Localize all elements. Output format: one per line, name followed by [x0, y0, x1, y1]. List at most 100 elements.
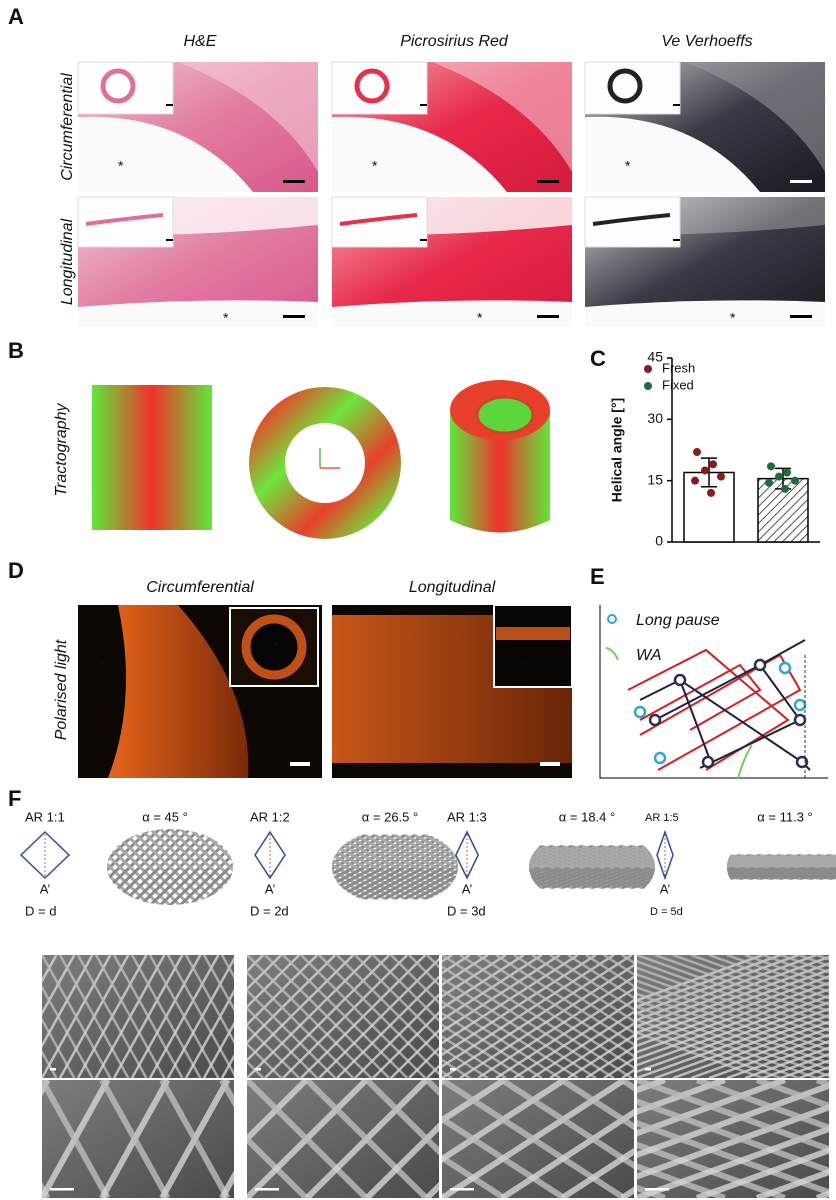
- fibre: [567, 1033, 634, 1078]
- fibre: [202, 1021, 234, 1078]
- navy-path: [639, 639, 811, 771]
- fibre: [318, 955, 439, 1076]
- fibre: [637, 960, 829, 1032]
- fibre: [247, 971, 355, 1078]
- fibre: [549, 955, 634, 1011]
- scale-bar: [790, 315, 812, 318]
- scale-bar: [50, 1068, 56, 1071]
- data-point: [701, 466, 709, 475]
- legend-pause: [607, 614, 617, 624]
- fibre: [408, 955, 439, 987]
- fibre: [601, 844, 655, 890]
- fibre: [779, 854, 836, 880]
- fibre: [637, 973, 829, 1045]
- fibre: [336, 955, 439, 1058]
- sem-fibres: [637, 955, 829, 1078]
- data-point: [707, 488, 715, 497]
- fibre: [637, 1005, 829, 1078]
- fibre: [128, 829, 233, 905]
- fibre: [159, 1080, 231, 1198]
- column-header: H&E: [184, 33, 217, 50]
- turn-node: [793, 713, 807, 727]
- wa-arc: [737, 744, 753, 779]
- fibre: [364, 1080, 439, 1156]
- aspect-ratio: AR 1:1: [25, 809, 65, 824]
- legend-label: Fixed: [662, 377, 694, 392]
- data-point: [767, 462, 775, 471]
- fibre: [726, 955, 829, 994]
- fibre: [107, 829, 192, 905]
- inset: [331, 61, 428, 115]
- fibre: [744, 1046, 829, 1078]
- data-point: [691, 476, 699, 485]
- fibre: [118, 829, 233, 905]
- fibre: [107, 829, 212, 905]
- unit-cell: [454, 830, 480, 880]
- fibre: [672, 955, 829, 1013]
- asterisk: *: [223, 310, 229, 326]
- fibre: [300, 955, 427, 1078]
- fibre: [611, 844, 655, 890]
- fibre: [637, 1011, 818, 1078]
- fibre: [247, 1024, 301, 1078]
- adventitia: [685, 62, 825, 172]
- fibre: [531, 955, 634, 1023]
- turn-node: [648, 713, 662, 727]
- fibre: [166, 955, 234, 1077]
- scale-bar: [50, 1188, 74, 1191]
- axes: [599, 605, 828, 779]
- lumen: [585, 116, 760, 192]
- legend-swatch: [644, 365, 652, 373]
- fibre: [384, 833, 458, 901]
- panel-label: B: [8, 338, 24, 363]
- fibre: [779, 854, 836, 880]
- fibre: [762, 1052, 829, 1078]
- fibre: [637, 955, 782, 1009]
- fibre: [219, 1080, 234, 1108]
- fibre: [374, 833, 458, 901]
- y-tick-label: 15: [647, 471, 663, 487]
- fibre: [247, 955, 283, 991]
- fibre: [708, 1033, 829, 1078]
- panel-label: A: [8, 4, 24, 29]
- angle: α = 11.3 °: [757, 809, 812, 824]
- fibre: [42, 955, 58, 984]
- fibre: [637, 966, 829, 1039]
- scale-bar: [290, 762, 310, 766]
- fibre: [581, 844, 655, 890]
- fibre: [637, 1080, 726, 1115]
- fibre: [138, 829, 233, 905]
- unit-cell: [19, 830, 71, 880]
- inset-vessel: [354, 68, 390, 104]
- fibre: [500, 1080, 634, 1170]
- lumen: [332, 300, 572, 327]
- spacing: D = d: [25, 903, 56, 918]
- fibre: [708, 955, 829, 1000]
- scale-bar: [283, 180, 305, 183]
- data-point: [709, 460, 717, 469]
- angle: α = 26.5 °: [362, 809, 418, 824]
- fibre: [637, 955, 829, 1026]
- angle: α = 18.4 °: [559, 809, 615, 824]
- fibre: [726, 1039, 829, 1078]
- fibre: [148, 829, 233, 905]
- inset: [77, 61, 174, 115]
- fibre: [107, 829, 172, 905]
- fibre: [637, 1024, 782, 1078]
- scale-bar: [645, 1188, 669, 1191]
- fibre: [637, 979, 829, 1052]
- asterisk: *: [520, 658, 525, 673]
- tractography-flat: [92, 385, 212, 530]
- fibre: [42, 955, 112, 1078]
- fibre: [567, 955, 634, 1000]
- fibre: [690, 1026, 829, 1078]
- scale-bar: [420, 104, 427, 106]
- adventitia: [178, 62, 318, 172]
- fibre: [591, 844, 655, 890]
- fibre: [108, 829, 232, 905]
- data-point: [783, 468, 791, 477]
- fibre: [107, 829, 202, 905]
- tractography-cylinder: [450, 410, 550, 533]
- fibre: [414, 833, 458, 901]
